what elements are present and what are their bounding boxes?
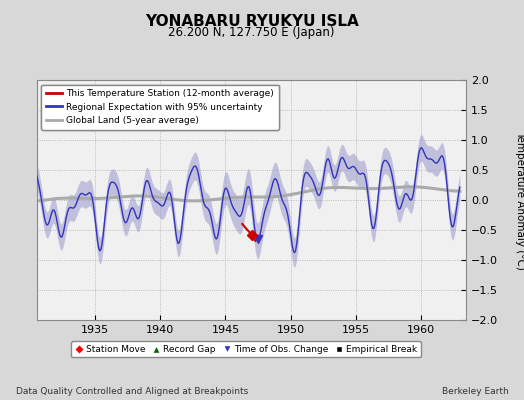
- Text: 26.200 N, 127.750 E (Japan): 26.200 N, 127.750 E (Japan): [168, 26, 335, 39]
- Legend: Station Move, Record Gap, Time of Obs. Change, Empirical Break: Station Move, Record Gap, Time of Obs. C…: [71, 341, 421, 358]
- Text: YONABARU RYUKYU ISLA: YONABARU RYUKYU ISLA: [145, 14, 358, 29]
- Legend: This Temperature Station (12-month average), Regional Expectation with 95% uncer: This Temperature Station (12-month avera…: [41, 84, 279, 130]
- Text: Berkeley Earth: Berkeley Earth: [442, 387, 508, 396]
- Text: Data Quality Controlled and Aligned at Breakpoints: Data Quality Controlled and Aligned at B…: [16, 387, 248, 396]
- Y-axis label: Temperature Anomaly (°C): Temperature Anomaly (°C): [515, 130, 524, 270]
